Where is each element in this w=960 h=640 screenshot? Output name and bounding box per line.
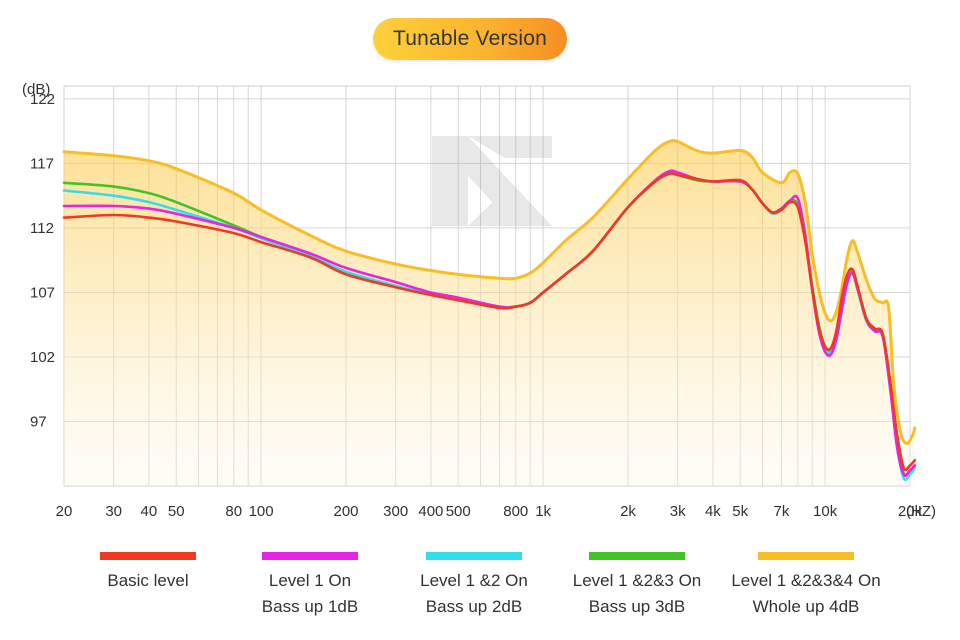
y-tick-label: 102	[30, 349, 55, 366]
x-axis-unit: (HZ)	[906, 503, 936, 520]
legend-item-3: Level 1 &2&3 On Bass up 3dB	[552, 568, 722, 620]
legend-item-1: Level 1 On Bass up 1dB	[225, 568, 395, 620]
y-tick-label: 112	[30, 220, 54, 237]
x-tick-label: 4k	[705, 503, 721, 520]
legend-label-line1: Level 1 &2&3&4 On	[731, 571, 881, 590]
legend-item-2: Level 1 &2 On Bass up 2dB	[389, 568, 559, 620]
y-tick-label: 107	[30, 284, 55, 301]
legend-swatch-1	[262, 552, 358, 560]
legend-item-0: Basic level	[63, 568, 233, 594]
x-tick-label: 800	[503, 503, 528, 520]
x-tick-label: 100	[249, 503, 274, 520]
x-tick-label: 2k	[620, 503, 636, 520]
x-tick-label: 40	[141, 503, 158, 520]
whole-up-fill-area	[64, 140, 915, 486]
x-tick-label: 20k	[898, 503, 923, 520]
series-lines	[62, 138, 917, 482]
x-tick-label: 200	[333, 503, 358, 520]
y-tick-label: 117	[30, 155, 54, 172]
y-axis-ticks: 122 117 112 107 102 97	[30, 91, 55, 431]
legend-label-line2: Bass up 3dB	[588, 597, 686, 616]
legend-label-line1: Level 1 On	[268, 571, 352, 590]
x-tick-label: 20	[56, 503, 73, 520]
title-badge: Tunable Version	[373, 18, 567, 60]
x-tick-label: 30	[105, 503, 122, 520]
y-tick-label: 122	[30, 91, 55, 108]
legend-label-line1: Basic level	[107, 571, 189, 590]
y-axis-unit: (dB)	[22, 81, 50, 98]
x-tick-label: 500	[446, 503, 471, 520]
chart-title: Tunable Version	[393, 27, 547, 50]
x-tick-label: 300	[383, 503, 408, 520]
series-line-4	[62, 172, 917, 472]
x-tick-label: 7k	[774, 503, 790, 520]
x-axis-ticks: 20 30 40 50 80 100 200 300 400 500 800 1k 2k 3k 4k 5k 7k…	[56, 503, 923, 520]
series-line-0	[62, 138, 917, 445]
legend-label-line2: Bass up 1dB	[261, 597, 359, 616]
x-tick-label: 10k	[813, 503, 838, 520]
x-tick-label: 5k	[732, 503, 748, 520]
legend-label-line2: Bass up 2dB	[425, 597, 523, 616]
legend-label-line2: Whole up 4dB	[752, 597, 860, 616]
y-tick-label: 97	[30, 413, 47, 430]
x-tick-label: 50	[168, 503, 185, 520]
legend-item-4: Level 1 &2&3&4 On Whole up 4dB	[721, 568, 891, 620]
area-fill	[64, 140, 915, 486]
legend-swatch-2	[426, 552, 522, 560]
x-tick-label: 1k	[535, 503, 551, 520]
brand-logo-watermark	[432, 136, 552, 226]
legend-label-line1: Level 1 &2&3 On	[572, 571, 702, 590]
x-tick-label: 400	[418, 503, 443, 520]
legend-label-line1: Level 1 &2 On	[420, 571, 528, 590]
legend-swatch-4	[758, 552, 854, 560]
x-tick-label: 80	[225, 503, 242, 520]
legend-swatch-0	[100, 552, 196, 560]
legend-swatch-3	[589, 552, 685, 560]
x-tick-label: 3k	[670, 503, 686, 520]
